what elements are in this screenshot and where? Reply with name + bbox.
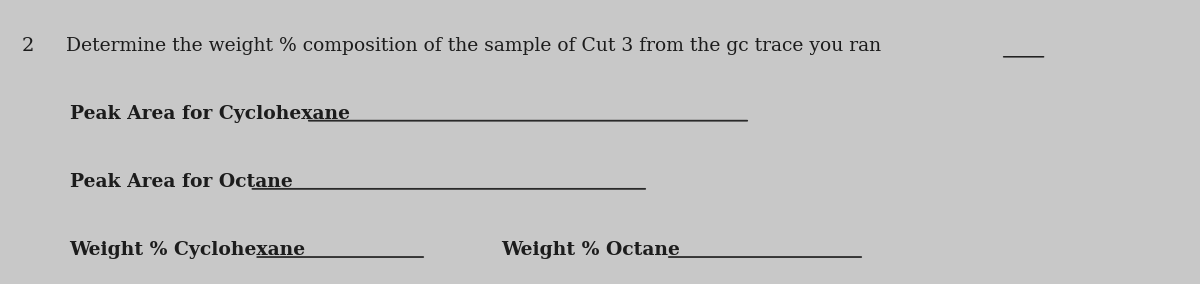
Text: Peak Area for Octane: Peak Area for Octane: [70, 173, 293, 191]
Text: 2: 2: [22, 37, 34, 55]
Text: Weight % Octane: Weight % Octane: [502, 241, 680, 259]
Text: Determine the weight % composition of the sample of Cut 3 from the gc trace you : Determine the weight % composition of th…: [66, 37, 881, 55]
Text: Peak Area for Cyclohexane: Peak Area for Cyclohexane: [70, 105, 349, 123]
Text: Weight % Cyclohexane: Weight % Cyclohexane: [70, 241, 306, 259]
